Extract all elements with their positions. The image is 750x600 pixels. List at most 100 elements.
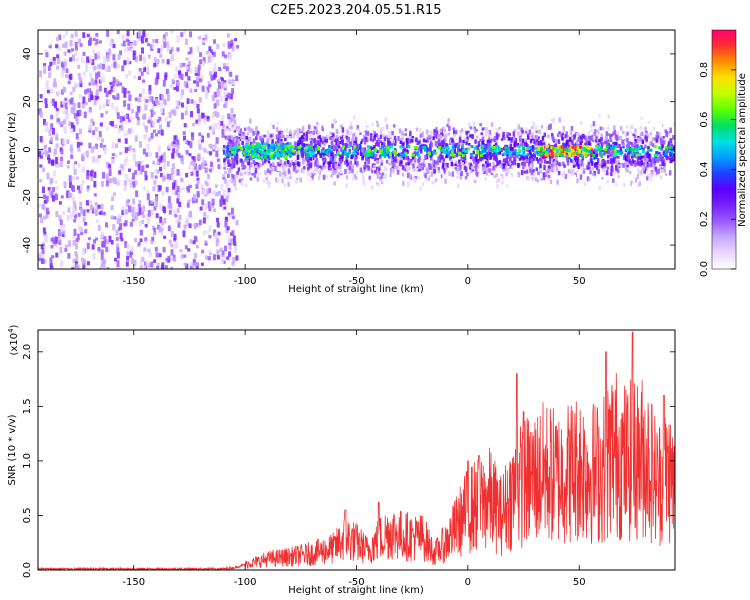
heatmap-cell [588,146,592,150]
heatmap-cell [514,137,518,144]
heatmap-cell [222,260,226,264]
heatmap-cell [337,178,341,182]
heatmap-cell [176,144,180,149]
heatmap-cell [191,167,195,175]
heatmap-cell [315,118,319,121]
heatmap-cell [431,180,435,185]
heatmap-cell [560,134,563,138]
heatmap-cell [377,137,380,141]
heatmap-cell [265,176,268,181]
heatmap-cell [561,132,565,136]
heatmap-y-label: Frequency (Hz) [7,112,18,188]
heatmap-cell [223,65,227,70]
y-tick-label: 2.0 [22,344,33,360]
heatmap-cell [528,129,531,135]
heatmap-cell [577,154,581,158]
heatmap-cell [235,152,238,156]
heatmap-cell [617,164,621,167]
heatmap-cell [579,135,582,141]
heatmap-cell [492,138,496,142]
heatmap-cell [484,148,487,154]
heatmap-cell [77,147,81,152]
heatmap-cell [183,30,187,35]
heatmap-cell [217,123,221,129]
heatmap-cell [525,127,528,131]
heatmap-cell [355,165,359,169]
heatmap-cell [215,137,219,144]
heatmap-cell [583,147,587,151]
heatmap-cell [646,151,649,155]
heatmap-cell [208,143,212,148]
heatmap-cell [96,96,100,100]
heatmap-cell [144,104,148,111]
heatmap-cell [42,118,46,126]
heatmap-cell [60,260,64,268]
heatmap-cell [296,154,300,161]
heatmap-cell [216,79,220,83]
heatmap-cell [606,139,610,143]
heatmap-cell [213,190,217,194]
heatmap-cell [105,222,109,228]
heatmap-cell [341,153,345,159]
heatmap-cell [581,173,584,176]
heatmap-cell [150,172,154,179]
heatmap-cell [182,131,186,136]
heatmap-cell [205,50,209,55]
heatmap-cell [610,133,613,137]
heatmap-cell [276,171,280,177]
heatmap-cell [660,136,664,139]
heatmap-cell [425,178,428,182]
heatmap-cell [214,122,218,130]
heatmap-cell [517,162,520,169]
heatmap-cell [64,97,68,102]
heatmap-cell [587,162,590,166]
heatmap-cell [152,160,156,165]
heatmap-cell [489,139,492,144]
x-tick-label: -100 [234,577,257,588]
heatmap-cell [207,150,211,154]
heatmap-cell [72,239,76,246]
heatmap-cell [112,43,116,49]
heatmap-cell [293,130,297,136]
heatmap-cell [127,118,131,123]
heatmap-cell [80,231,84,236]
heatmap-cell [252,166,256,171]
heatmap-cell [584,151,588,155]
heatmap-cell [511,147,514,152]
heatmap-cell [190,161,194,166]
heatmap-cell [62,223,66,229]
heatmap-cell [119,222,123,230]
heatmap-cell [671,180,675,186]
heatmap-cell [158,124,162,130]
heatmap-cell [615,152,619,156]
heatmap-cell [112,95,116,99]
heatmap-cell [492,162,495,165]
heatmap-cell [221,128,225,134]
heatmap-cell [53,148,57,155]
heatmap-cell [276,147,280,154]
heatmap-cell [539,147,543,151]
heatmap-cell [55,107,59,112]
heatmap-cell [102,76,106,82]
heatmap-cell [145,260,149,266]
heatmap-cell [248,181,251,185]
heatmap-cell [473,128,477,134]
heatmap-cell [634,177,638,183]
heatmap-cell [481,127,485,131]
heatmap-cell [453,171,457,176]
heatmap-cell [208,235,212,239]
heatmap-cell [302,137,306,142]
heatmap-cell [535,141,538,146]
heatmap-cell [97,247,101,251]
heatmap-cell [91,121,95,126]
heatmap-cell [88,125,92,131]
heatmap-cell [226,256,230,260]
heatmap-cell [91,244,95,250]
heatmap-cell [459,175,463,180]
heatmap-cell [383,147,387,151]
heatmap-cell [287,151,291,155]
heatmap-cell [44,121,48,127]
heatmap-cell [61,120,65,126]
heatmap-cell [244,155,248,161]
heatmap-cell [144,37,148,43]
